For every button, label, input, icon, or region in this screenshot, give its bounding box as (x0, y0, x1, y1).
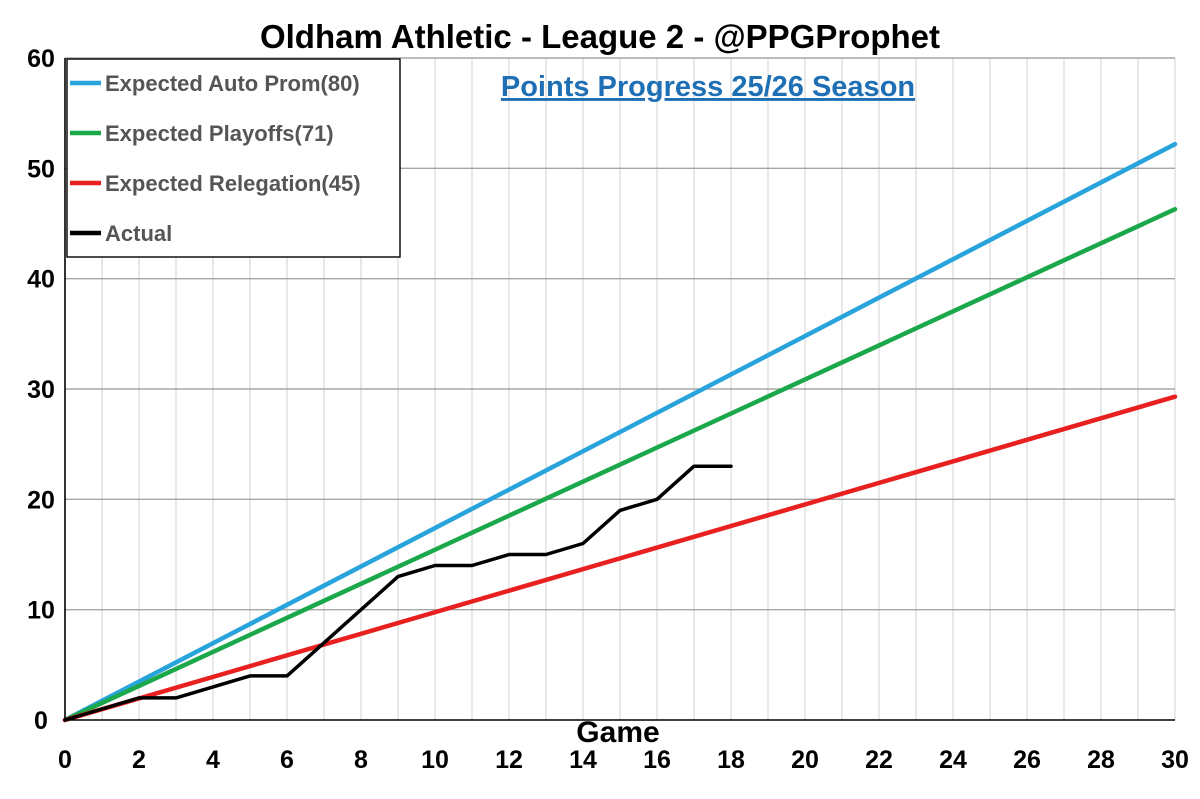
legend-label: Actual (105, 221, 172, 246)
x-tick-label: 6 (280, 746, 294, 774)
x-tick-label: 22 (865, 746, 893, 774)
x-tick-label: 16 (643, 746, 671, 774)
y-tick-label: 40 (27, 266, 55, 294)
y-tick-label: 50 (27, 155, 55, 183)
chart-title: Oldham Athletic - League 2 - @PPGProphet (260, 18, 940, 55)
series-lines (62, 141, 1178, 723)
x-tick-label: 2 (132, 746, 146, 774)
y-tick-label: 0 (34, 707, 48, 735)
x-tick-label: 18 (717, 746, 745, 774)
x-tick-label: 12 (495, 746, 523, 774)
series-line-0 (62, 141, 1178, 723)
legend-label: Expected Auto Prom(80) (105, 71, 360, 96)
x-tick-label: 30 (1161, 746, 1189, 774)
x-tick-label: 14 (569, 746, 597, 774)
series-line-2 (62, 394, 1178, 723)
legend-label: Expected Relegation(45) (105, 171, 361, 196)
x-tick-label: 10 (421, 746, 449, 774)
y-tick-label: 10 (27, 597, 55, 625)
legend-label: Expected Playoffs(71) (105, 121, 334, 146)
y-tick-label: 60 (27, 45, 55, 73)
x-tick-label: 26 (1013, 746, 1041, 774)
y-tick-label: 30 (27, 376, 55, 404)
series-line-3 (63, 464, 733, 722)
x-tick-label: 4 (206, 746, 220, 774)
x-tick-label: 20 (791, 746, 819, 774)
x-axis-title: Game (576, 716, 659, 749)
axes (64, 58, 1175, 721)
legend-box (66, 58, 401, 258)
x-tick-label: 24 (939, 746, 967, 774)
chart-subtitle: Points Progress 25/26 Season (501, 71, 915, 103)
legend: Expected Auto Prom(80) Expected Playoffs(… (66, 58, 401, 258)
x-tick-label: 28 (1087, 746, 1115, 774)
x-tick-label: 0 (58, 746, 72, 774)
x-tick-label: 8 (354, 746, 368, 774)
y-tick-label: 20 (27, 486, 55, 514)
series-line-1 (62, 206, 1178, 723)
